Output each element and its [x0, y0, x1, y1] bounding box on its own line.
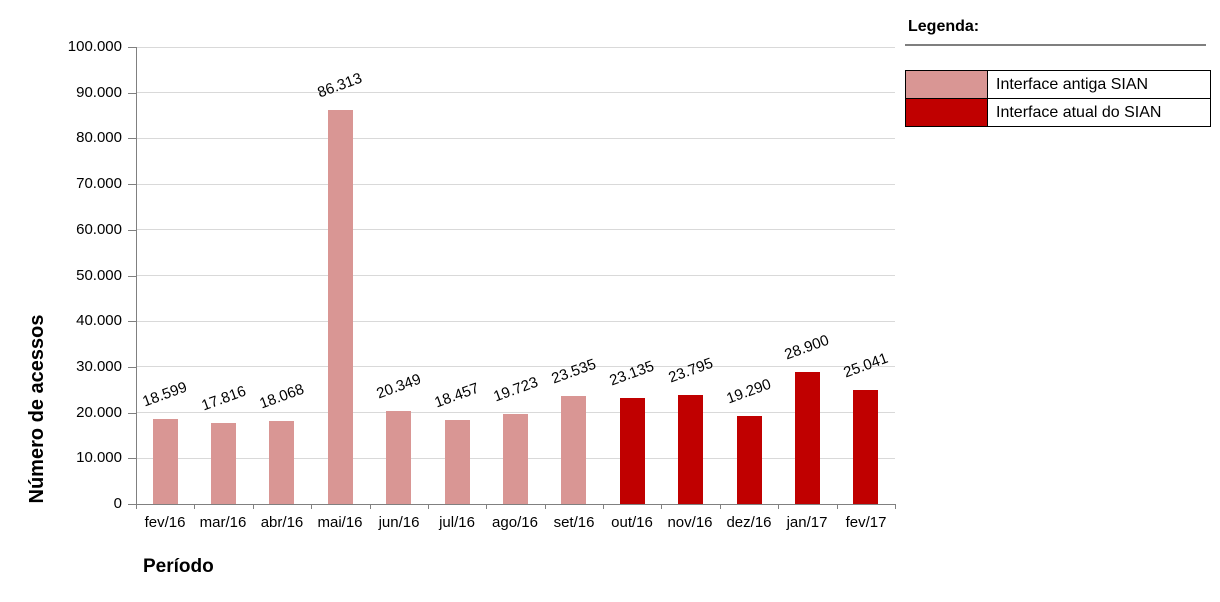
- bar-abr-16: [269, 421, 294, 504]
- gridline: [136, 275, 895, 276]
- y-axis-tick: [128, 47, 136, 48]
- bar-value-label: 25.041: [841, 349, 891, 382]
- x-category-label: set/16: [553, 514, 595, 531]
- x-axis-tick: [603, 504, 605, 509]
- gridline: [136, 46, 895, 48]
- bar-value-label: 19.290: [724, 375, 774, 408]
- x-category-label: dez/16: [726, 514, 772, 531]
- gridline: [136, 229, 895, 231]
- gridline: [136, 366, 895, 368]
- y-axis-tick: [128, 92, 136, 94]
- x-axis-tick: [194, 504, 196, 509]
- y-tick-label: 30.000: [76, 357, 122, 375]
- x-axis-line: [136, 504, 896, 505]
- legend-underline: [905, 44, 1206, 46]
- bar-jul-16: [445, 420, 470, 504]
- y-tick-label: 70.000: [76, 175, 122, 193]
- x-axis-tick: [311, 504, 313, 509]
- bar-ago-16: [503, 414, 528, 504]
- x-category-label: nov/16: [667, 514, 713, 531]
- y-axis-line: [136, 47, 137, 504]
- y-tick-label: 80.000: [76, 129, 122, 147]
- gridline: [136, 412, 895, 414]
- legend-label-atual: Interface atual do SIAN: [987, 98, 1211, 127]
- bar-value-label: 86.313: [315, 69, 365, 102]
- x-category-label: abr/16: [260, 514, 304, 531]
- x-axis-tick: [486, 504, 488, 509]
- y-axis-tick: [128, 138, 136, 140]
- bar-mai-16: [328, 110, 353, 504]
- y-axis-tick: [128, 366, 136, 368]
- x-axis-tick: [252, 504, 254, 509]
- x-axis-title: Período: [143, 556, 214, 577]
- legend-swatch-antiga: [905, 70, 988, 99]
- x-axis-tick: [369, 504, 371, 509]
- y-axis-tick: [128, 504, 136, 505]
- x-category-label: jun/16: [378, 514, 420, 531]
- x-axis-tick: [778, 504, 780, 509]
- x-axis-tick: [836, 504, 838, 509]
- gridline: [136, 183, 895, 185]
- y-axis-tick: [128, 412, 136, 414]
- x-axis-tick: [544, 504, 546, 509]
- y-axis-tick: [128, 321, 136, 323]
- y-axis-tick: [128, 275, 136, 277]
- y-tick-label: 100.000: [67, 38, 122, 55]
- x-category-label: fev/16: [144, 514, 186, 531]
- gridline: [136, 320, 895, 322]
- y-tick-label: 0: [113, 495, 122, 512]
- x-category-label: ago/16: [492, 514, 538, 531]
- bar-nov-16: [678, 395, 703, 504]
- x-category-label: mar/16: [199, 514, 247, 531]
- x-category-label: jan/17: [786, 514, 828, 531]
- y-tick-label: 10.000: [76, 449, 122, 467]
- y-tick-label: 20.000: [76, 403, 122, 421]
- x-axis-tick: [661, 504, 663, 509]
- x-category-label: out/16: [611, 514, 653, 531]
- legend-table: Interface antiga SIAN Interface atual do…: [905, 70, 1211, 127]
- x-axis-tick: [719, 504, 721, 509]
- x-axis-tick: [427, 504, 429, 509]
- y-tick-label: 50.000: [76, 266, 122, 284]
- y-tick-label: 60.000: [76, 220, 122, 238]
- x-category-label: mai/16: [317, 514, 363, 531]
- y-tick-label: 40.000: [76, 312, 122, 330]
- legend-swatch-atual: [905, 98, 988, 127]
- x-category-label: jul/16: [439, 514, 475, 531]
- bar-fev-16: [153, 419, 178, 504]
- y-axis-tick: [128, 184, 136, 186]
- gridline: [136, 92, 895, 94]
- bar-jun-16: [386, 411, 411, 504]
- bar-set-16: [561, 396, 586, 504]
- bar-mar-16: [211, 423, 236, 504]
- x-category-label: fev/17: [845, 514, 887, 531]
- legend-label-antiga: Interface antiga SIAN: [987, 70, 1211, 99]
- y-axis-tick: [128, 458, 136, 460]
- bar-value-label: 28.900: [782, 331, 832, 364]
- legend-title: Legenda:: [908, 18, 980, 35]
- y-tick-label: 90.000: [76, 83, 122, 101]
- x-axis-tick: [895, 504, 896, 509]
- bar-dez-16: [737, 416, 762, 504]
- gridline: [136, 137, 895, 139]
- bar-fev-17: [853, 390, 878, 504]
- bar-jan-17: [795, 372, 820, 504]
- x-axis-tick: [136, 504, 137, 509]
- bar-out-16: [620, 398, 645, 504]
- legend-row-atual: Interface atual do SIAN: [905, 98, 1211, 127]
- legend-row-antiga: Interface antiga SIAN: [905, 70, 1211, 99]
- y-axis-tick: [128, 229, 136, 231]
